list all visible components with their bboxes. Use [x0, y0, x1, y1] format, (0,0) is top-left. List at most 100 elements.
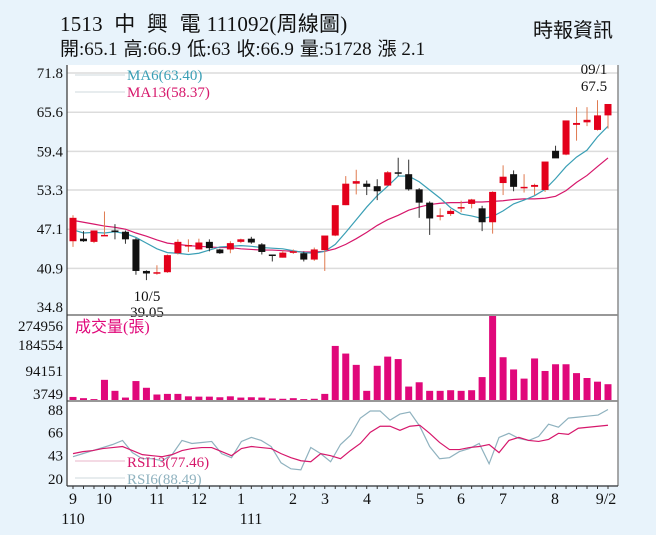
candle-body [79, 238, 87, 242]
stock-name-1: 中 [114, 12, 136, 36]
price-axis-label: 40.9 [37, 261, 63, 277]
volume-bar [289, 398, 297, 400]
candle-body [594, 115, 602, 130]
volume-bar [373, 365, 381, 400]
volume-bar [363, 390, 371, 400]
volume-bar [436, 390, 444, 400]
candle-body [331, 205, 339, 236]
volume-bar [510, 369, 518, 400]
low-value-annotation: 39.05 [130, 305, 164, 321]
volume-bar [499, 357, 507, 400]
volume-bar [237, 397, 245, 400]
volume-bar [321, 393, 329, 400]
candle-body [562, 120, 570, 155]
period-label: 111092(周線圖) [206, 12, 348, 36]
volume-bar [258, 397, 266, 400]
stock-code: 1513 [60, 12, 103, 36]
volume-bar [573, 373, 581, 400]
candle-body [184, 245, 192, 247]
volume-bar [562, 364, 570, 400]
x-axis-month-label: 11 [149, 491, 164, 508]
candle-body [90, 230, 98, 242]
rsi-axis-label: 88 [48, 403, 63, 419]
candle-body [531, 184, 539, 187]
volume-axis-label: 184554 [18, 338, 64, 354]
rsi6-line [72, 408, 609, 471]
x-axis-month-label: 7 [499, 491, 507, 508]
volume-bar [604, 384, 612, 400]
ma13-legend: MA13(58.37) [127, 85, 210, 101]
volume-bar [153, 394, 161, 400]
price-axis-label: 34.8 [37, 300, 63, 316]
x-axis-month-label: 10 [96, 491, 112, 508]
candle-body [111, 230, 119, 232]
price-axis-label: 71.8 [37, 66, 63, 82]
volume-bar [142, 387, 150, 400]
candle-body [447, 210, 455, 215]
candle-body [520, 186, 528, 189]
ma13-line [72, 157, 609, 253]
stat-1: 高:66.9 [123, 39, 182, 60]
volume-bar [184, 396, 192, 400]
volume-bar [205, 396, 213, 400]
x-axis-month-label: 5 [416, 491, 424, 508]
volume-bar [174, 393, 182, 400]
stock-name-2: 興 [146, 12, 169, 36]
volume-bar [121, 397, 129, 400]
candle-body [489, 191, 497, 223]
volume-bar [468, 390, 476, 400]
candle-body [174, 241, 182, 254]
x-axis-month-label: 9/2 [596, 491, 616, 508]
candle-body [279, 252, 287, 258]
candle-body [205, 241, 213, 249]
volume-bar [583, 378, 591, 400]
candle-body [142, 270, 150, 274]
volume-bar [457, 390, 465, 400]
x-axis-year-label: 111 [240, 511, 263, 528]
volume-bar [531, 358, 539, 400]
rsi13-line [72, 424, 609, 463]
candle-body [363, 183, 371, 187]
candle-body [604, 103, 612, 116]
volume-bar [69, 396, 77, 400]
stat-3: 收:66.9 [236, 39, 294, 60]
candle-body [132, 239, 140, 271]
high-date-annotation: 09/1 [581, 62, 608, 78]
candle-body [373, 186, 381, 192]
x-axis-month-label: 8 [551, 491, 559, 508]
price-axis-label: 65.6 [37, 105, 64, 121]
volume-bar [111, 390, 119, 400]
volume-bar [342, 353, 350, 400]
candle-body [321, 235, 329, 251]
volume-bar [352, 364, 360, 400]
candle-body [69, 217, 77, 242]
high-value-annotation: 67.5 [581, 79, 607, 95]
price-axis-label: 53.3 [37, 183, 63, 199]
candle-body [237, 239, 245, 242]
candle-body [268, 254, 276, 257]
stat-0: 開:65.1 [60, 39, 118, 60]
rsi-axis-label: 43 [48, 449, 63, 465]
ma6-legend: MA6(63.40) [127, 68, 202, 84]
x-axis-year-label: 110 [61, 511, 84, 528]
volume-bar [331, 345, 339, 400]
price-axis-label: 47.1 [37, 222, 63, 238]
volume-axis-label: 3749 [33, 387, 63, 403]
volume-bar [541, 370, 549, 400]
x-axis-month-label: 1 [237, 491, 245, 508]
rsi-axis-label: 20 [48, 472, 63, 488]
volume-bar [279, 398, 287, 400]
x-axis-month-label: 6 [457, 491, 465, 508]
volume-bar [405, 386, 413, 400]
volume-bar [268, 398, 276, 400]
plot-area [67, 65, 618, 485]
x-axis-month-label: 9 [69, 491, 77, 508]
candle-body [394, 172, 402, 174]
stat-2: 低:63 [187, 39, 231, 60]
volume-bar [426, 390, 434, 400]
candle-body [384, 172, 392, 186]
volume-bar [310, 398, 318, 400]
candle-body [457, 207, 465, 209]
volume-bar [394, 359, 402, 400]
